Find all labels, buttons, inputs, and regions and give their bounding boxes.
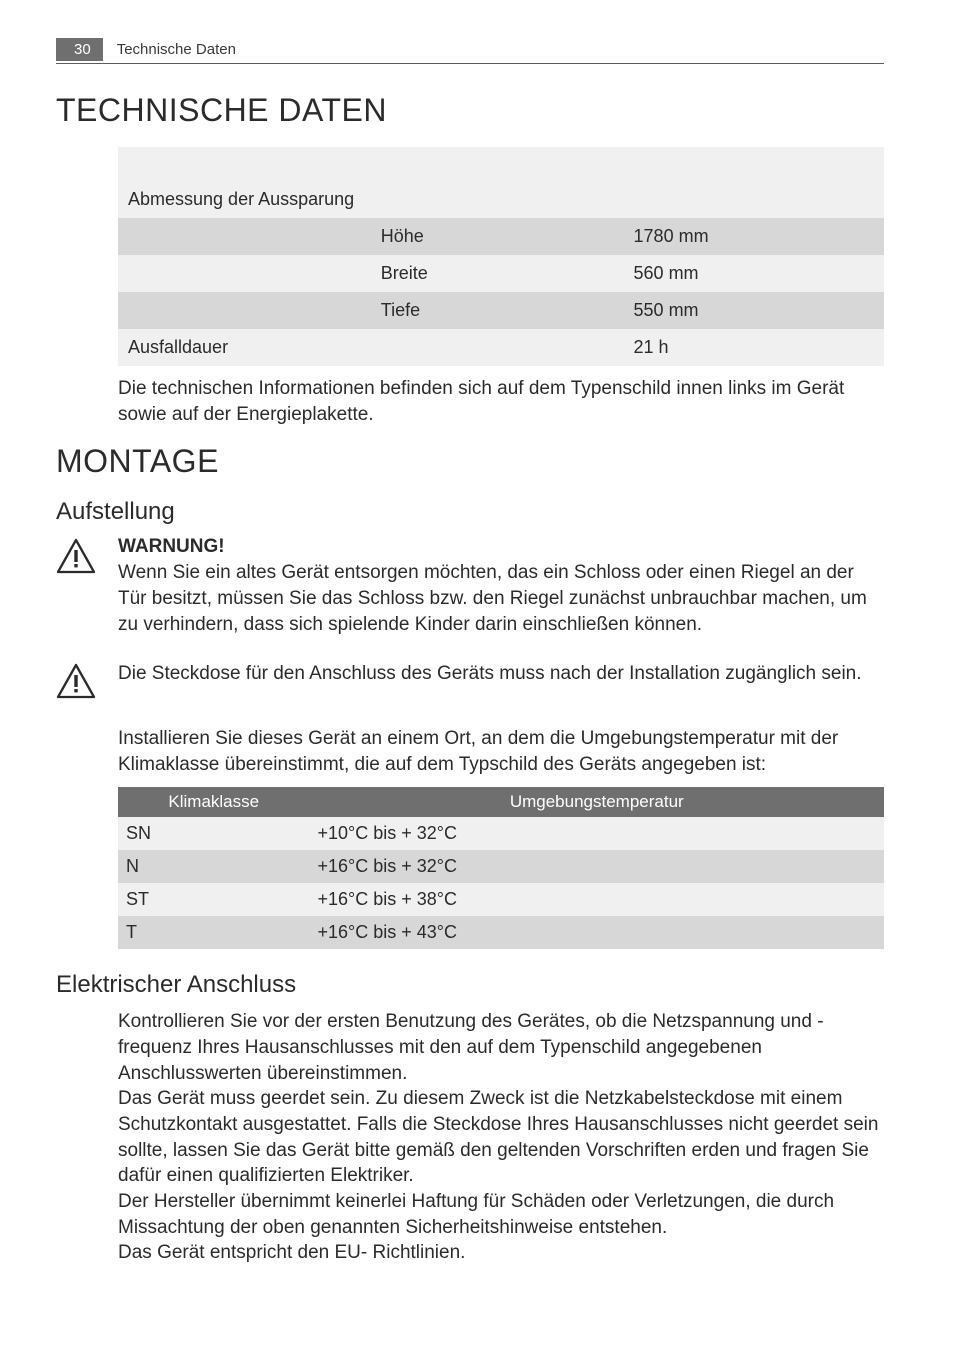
heading-aufstellung: Aufstellung — [56, 498, 884, 526]
heading-technische-daten: TECHNISCHE DATEN — [56, 92, 884, 129]
warning-body: WARNUNG! Wenn Sie ein altes Gerät entsor… — [118, 536, 884, 647]
warning-heading: WARNUNG! — [118, 536, 884, 558]
cell-value: 21 h — [624, 329, 884, 366]
cell-spec: Breite — [371, 255, 624, 292]
elektrisch-p1: Kontrollieren Sie vor der ersten Benutzu… — [118, 1009, 884, 1086]
table-row: Höhe 1780 mm — [118, 218, 884, 255]
cell-spec: Höhe — [371, 218, 624, 255]
socket-note-body: Die Steckdose für den Anschluss des Gerä… — [118, 661, 884, 697]
cell-value: 1780 mm — [624, 218, 884, 255]
header-section-label: Technische Daten — [117, 41, 236, 61]
elektrisch-body: Kontrollieren Sie vor der ersten Benutzu… — [118, 1009, 884, 1265]
warning-block: WARNUNG! Wenn Sie ein altes Gerät entsor… — [56, 536, 884, 647]
cell-value: 560 mm — [624, 255, 884, 292]
table-row — [118, 147, 884, 181]
page-number: 30 — [56, 38, 103, 61]
heading-montage: MONTAGE — [56, 443, 884, 480]
cell-temp: +10°C bis + 32°C — [310, 817, 885, 850]
table-row: Breite 560 mm — [118, 255, 884, 292]
klima-table: Klimaklasse Umgebungstemperatur SN +10°C… — [118, 787, 884, 949]
cell-temp: +16°C bis + 43°C — [310, 916, 885, 949]
cell-klasse: N — [118, 850, 310, 883]
col-umgebungstemp: Umgebungstemperatur — [310, 787, 885, 817]
table-row: T +16°C bis + 43°C — [118, 916, 884, 949]
table-row: Abmessung der Aussparung — [118, 181, 884, 218]
cell-temp: +16°C bis + 32°C — [310, 850, 885, 883]
table-row: SN +10°C bis + 32°C — [118, 817, 884, 850]
table-row: ST +16°C bis + 38°C — [118, 883, 884, 916]
table-row: Tiefe 550 mm — [118, 292, 884, 329]
cell-spec: Tiefe — [371, 292, 624, 329]
cell-value: 550 mm — [624, 292, 884, 329]
klima-section: Installieren Sie dieses Gerät an einem O… — [118, 726, 884, 949]
table-row: Ausfalldauer 21 h — [118, 329, 884, 366]
klima-intro: Installieren Sie dieses Gerät an einem O… — [118, 726, 884, 777]
table-row: N +16°C bis + 32°C — [118, 850, 884, 883]
warning-icon — [56, 538, 98, 579]
socket-note-text: Die Steckdose für den Anschluss des Gerä… — [118, 661, 884, 687]
warning-icon — [56, 663, 98, 704]
page-header: 30 Technische Daten — [56, 38, 884, 64]
tech-table-wrapper: Abmessung der Aussparung Höhe 1780 mm Br… — [118, 147, 884, 427]
page: 30 Technische Daten TECHNISCHE DATEN Abm… — [0, 0, 954, 1326]
cell-label: Ausfalldauer — [118, 329, 371, 366]
table-header-row: Klimaklasse Umgebungstemperatur — [118, 787, 884, 817]
tech-note: Die technischen Informationen befinden s… — [118, 376, 884, 427]
warning-text: Wenn Sie ein altes Gerät entsorgen möcht… — [118, 560, 884, 637]
tech-data-table: Abmessung der Aussparung Höhe 1780 mm Br… — [118, 147, 884, 366]
cell-klasse: T — [118, 916, 310, 949]
cell-label: Abmessung der Aussparung — [118, 181, 371, 218]
cell-klasse: ST — [118, 883, 310, 916]
elektrisch-p4: Das Gerät entspricht den EU- Richtlinien… — [118, 1240, 884, 1266]
elektrisch-p2: Das Gerät muss geerdet sein. Zu diesem Z… — [118, 1086, 884, 1189]
col-klimaklasse: Klimaklasse — [118, 787, 310, 817]
heading-elektrischer-anschluss: Elektrischer Anschluss — [56, 971, 884, 999]
elektrisch-p3: Der Hersteller übernimmt keinerlei Haftu… — [118, 1189, 884, 1240]
cell-klasse: SN — [118, 817, 310, 850]
socket-note-block: Die Steckdose für den Anschluss des Gerä… — [56, 661, 884, 704]
cell-temp: +16°C bis + 38°C — [310, 883, 885, 916]
